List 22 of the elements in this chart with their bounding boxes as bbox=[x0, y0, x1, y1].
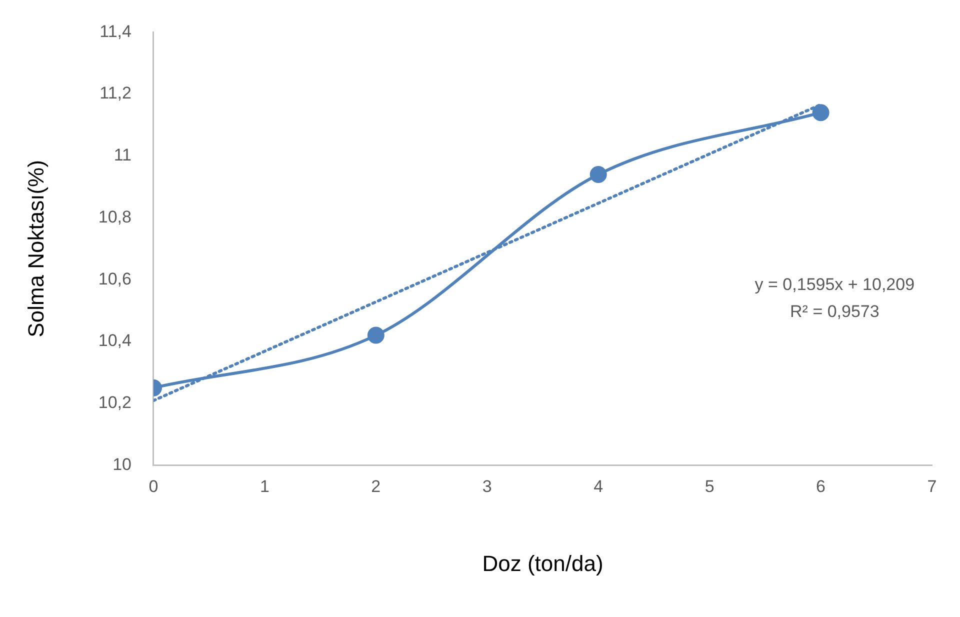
y-tick-label: 11,4 bbox=[100, 22, 132, 41]
x-tick-label: 5 bbox=[704, 477, 714, 496]
y-tick-label: 11,2 bbox=[100, 84, 132, 103]
y-tick-label: 10,2 bbox=[98, 393, 132, 412]
x-tick-label: 7 bbox=[927, 477, 937, 496]
y-tick-label: 10,4 bbox=[98, 331, 132, 350]
y-tick-label: 10 bbox=[112, 454, 132, 474]
y-tick-label: 10,6 bbox=[98, 269, 132, 288]
point bbox=[590, 166, 607, 183]
annotation: R² = 0,9573 bbox=[790, 302, 880, 322]
x-tick-label: 4 bbox=[594, 477, 604, 496]
x-tick-label: 2 bbox=[371, 477, 381, 496]
x-tick-label: 0 bbox=[148, 477, 158, 496]
y-tick-label: 10,8 bbox=[98, 207, 132, 226]
x-tick-label: 6 bbox=[816, 477, 826, 496]
annotation: y = 0,1595x + 10,209 bbox=[754, 275, 915, 294]
y-axis-title: Solma Noktası(%) bbox=[23, 160, 48, 338]
point bbox=[812, 104, 830, 122]
x-tick-label: 3 bbox=[482, 477, 492, 496]
y-tick-label: 11 bbox=[114, 146, 132, 165]
x-tick-label: 1 bbox=[260, 477, 270, 496]
x-axis-title: Doz (ton/da) bbox=[482, 550, 604, 576]
